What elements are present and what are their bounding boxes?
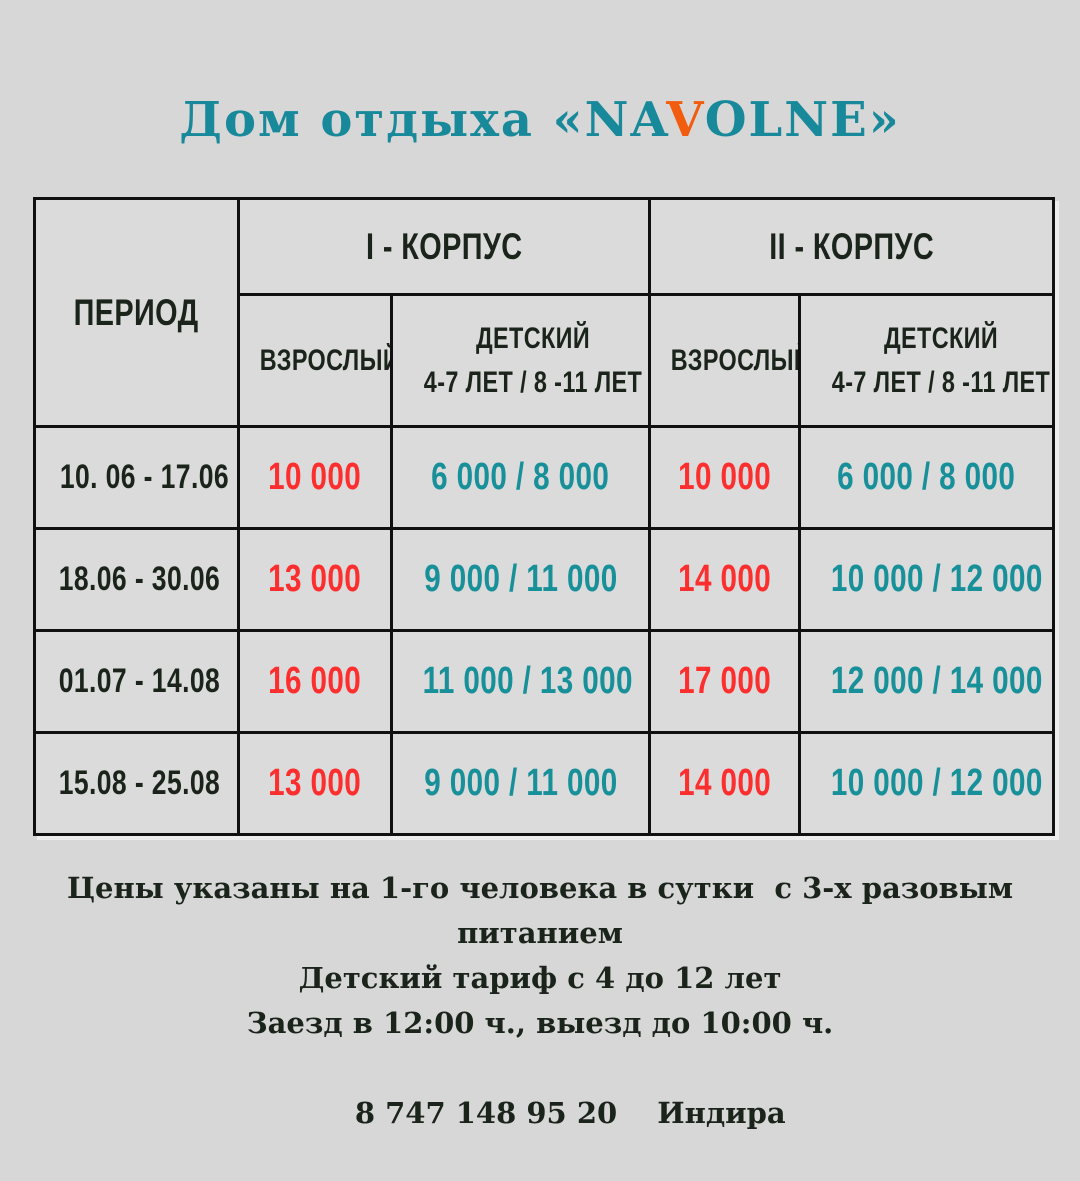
- adult-price: 10 000: [268, 456, 362, 498]
- building1-adult-header-cell: ВЗРОСЛЫЙ: [237, 293, 393, 428]
- period-cell: 01.07 - 14.08: [33, 629, 240, 734]
- b1-adult-price-cell: 13 000: [237, 731, 393, 836]
- title-prefix: Дом отдыха «NA: [179, 92, 667, 148]
- adult-price: 10 000: [678, 456, 772, 498]
- building1-child-header-cell: ДЕТСКИЙ 4-7 ЛЕТ / 8 -11 ЛЕТ: [389, 293, 652, 428]
- child-price: 11 000 / 13 000: [422, 660, 633, 702]
- b1-child-price-cell: 9 000 / 11 000: [389, 527, 652, 632]
- building2-child-header-cell: ДЕТСКИЙ 4-7 ЛЕТ / 8 -11 ЛЕТ: [798, 293, 1056, 428]
- b1-adult-price-cell: 16 000: [237, 629, 393, 734]
- title-suffix: OLNE»: [704, 92, 901, 148]
- b2-adult-price-cell: 10 000: [648, 425, 802, 530]
- building1-header-cell: I - КОРПУС: [236, 197, 652, 296]
- period-value: 18.06 - 30.06: [58, 560, 221, 598]
- period-value: 15.08 - 25.08: [58, 764, 221, 802]
- title-accent-letter: V: [666, 92, 705, 148]
- child-price: 9 000 / 11 000: [423, 762, 618, 804]
- table-header-row-sub: ВЗРОСЛЫЙ ДЕТСКИЙ 4-7 ЛЕТ / 8 -11 ЛЕТ ВЗР…: [35, 293, 1056, 428]
- b2-child-price-cell: 10 000 / 12 000: [798, 527, 1056, 632]
- period-header-cell: ПЕРИОД: [33, 197, 240, 428]
- b1-child-price-cell: 6 000 / 8 000: [389, 425, 652, 530]
- contact-name: Индира: [657, 1096, 786, 1130]
- page-title: Дом отдыха «NAVOLNE»: [0, 92, 1080, 148]
- child-price: 10 000 / 12 000: [830, 558, 1043, 600]
- price-table: ПЕРИОД I - КОРПУС II - КОРПУС ВЗРОСЛЫЙ Д…: [33, 197, 1056, 836]
- table-row: 10. 06 - 17.06 10 000 6 000 / 8 000 10 0…: [33, 425, 1056, 530]
- footer-notes: Цены указаны на 1-го человека в сутки с …: [0, 866, 1080, 1181]
- building2-header-cell: II - КОРПУС: [648, 197, 1056, 296]
- table-row: 18.06 - 30.06 13 000 9 000 / 11 000 14 0…: [33, 527, 1056, 632]
- building2-adult-header-label: ВЗРОСЛЫЙ: [670, 343, 800, 377]
- building2-adult-header-cell: ВЗРОСЛЫЙ: [648, 293, 802, 428]
- table-row: 01.07 - 14.08 16 000 11 000 / 13 000 17 …: [33, 629, 1056, 734]
- child-header-line2: 4-7 ЛЕТ / 8 -11 ЛЕТ: [423, 365, 643, 399]
- adult-price: 13 000: [268, 762, 362, 804]
- adult-price: 16 000: [268, 660, 362, 702]
- b2-adult-price-cell: 14 000: [648, 731, 802, 836]
- child-price: 9 000 / 11 000: [423, 558, 618, 600]
- period-cell: 10. 06 - 17.06: [33, 425, 240, 530]
- b2-child-price-cell: 12 000 / 14 000: [798, 629, 1056, 734]
- building2-header-label: II - КОРПУС: [769, 225, 934, 267]
- price-poster: Дом отдыха «NAVOLNE» ПЕРИОД I - КОРПУС I…: [0, 92, 1080, 1130]
- period-header-label: ПЕРИОД: [74, 291, 199, 333]
- adult-price: 14 000: [678, 762, 772, 804]
- child-price: 6 000 / 8 000: [431, 456, 610, 498]
- b2-adult-price-cell: 17 000: [648, 629, 802, 734]
- period-cell: 15.08 - 25.08: [33, 731, 240, 836]
- b2-child-price-cell: 6 000 / 8 000: [798, 425, 1056, 530]
- table-row: 15.08 - 25.08 13 000 9 000 / 11 000 14 0…: [33, 731, 1056, 836]
- adult-price: 13 000: [268, 558, 362, 600]
- b1-adult-price-cell: 10 000: [237, 425, 393, 530]
- footer-contact-line: 8 747 148 95 20 Индира: [0, 1046, 1080, 1181]
- child-header-line2: 4-7 ЛЕТ / 8 -11 ЛЕТ: [831, 365, 1051, 399]
- building2-child-header-label: ДЕТСКИЙ 4-7 ЛЕТ / 8 -11 ЛЕТ: [832, 317, 1050, 405]
- child-price: 10 000 / 12 000: [830, 762, 1043, 804]
- building1-child-header-label: ДЕТСКИЙ 4-7 ЛЕТ / 8 -11 ЛЕТ: [424, 317, 642, 405]
- table-header-row-groups: ПЕРИОД I - КОРПУС II - КОРПУС: [33, 197, 1056, 428]
- b2-adult-price-cell: 14 000: [648, 527, 802, 632]
- footer-pricing-note: Цены указаны на 1-го человека в сутки с …: [66, 871, 1024, 950]
- period-value: 01.07 - 14.08: [58, 662, 221, 700]
- b1-child-price-cell: 9 000 / 11 000: [389, 731, 652, 836]
- b2-child-price-cell: 10 000 / 12 000: [798, 731, 1056, 836]
- adult-price: 14 000: [678, 558, 772, 600]
- building1-adult-header-label: ВЗРОСЛЫЙ: [259, 343, 392, 377]
- b1-adult-price-cell: 13 000: [237, 527, 393, 632]
- footer-child-tariff-note: Детский тариф с 4 до 12 лет: [298, 961, 782, 995]
- footer-checkin-note: Заезд в 12:00 ч., выезд до 10:00 ч.: [246, 1006, 834, 1040]
- period-cell: 18.06 - 30.06: [33, 527, 240, 632]
- child-price: 12 000 / 14 000: [830, 660, 1043, 702]
- child-price: 6 000 / 8 000: [837, 456, 1016, 498]
- building1-header-label: I - КОРПУС: [365, 225, 523, 267]
- period-value: 10. 06 - 17.06: [59, 458, 229, 496]
- b1-child-price-cell: 11 000 / 13 000: [389, 629, 652, 734]
- child-header-line1: ДЕТСКИЙ: [475, 321, 591, 355]
- adult-price: 17 000: [678, 660, 772, 702]
- child-header-line1: ДЕТСКИЙ: [883, 321, 999, 355]
- phone-number: 8 747 148 95 20: [354, 1096, 618, 1130]
